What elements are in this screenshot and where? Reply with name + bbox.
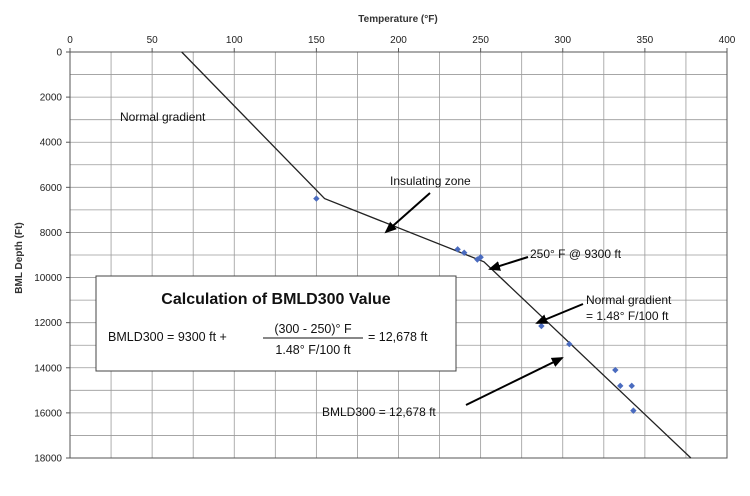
y-tick-label: 18000 (34, 454, 62, 465)
250f-arrow (488, 256, 529, 271)
y-tick-label: 4000 (40, 138, 63, 149)
annotation-normal-gradient-lower: Normal gradient (586, 293, 672, 307)
x-tick-label: 200 (390, 35, 407, 46)
data-point (617, 382, 624, 390)
insulating-zone-arrow (384, 192, 431, 234)
x-axis-title: Temperature (°F) (358, 14, 437, 25)
annotation-bmld300-result: BMLD300 = 12,678 ft (322, 405, 436, 419)
y-tick-label: 6000 (40, 183, 63, 194)
data-point (566, 340, 573, 348)
data-point (454, 246, 461, 253)
annotation-insulating-zone: Insulating zone (390, 174, 471, 188)
normal-gradient-arrow (535, 303, 584, 324)
x-tick-label: 100 (226, 35, 243, 46)
y-tick-label: 14000 (34, 363, 62, 374)
gradient-line (181, 51, 692, 459)
x-tick-label: 350 (637, 35, 654, 46)
gradient-line-path (181, 51, 692, 459)
x-tick-label: 300 (554, 35, 571, 46)
data-point (628, 382, 635, 390)
data-point (538, 322, 545, 330)
calculation-lhs: BMLD300 = 9300 ft + (108, 330, 227, 344)
data-point (477, 254, 484, 261)
annotation-normal-gradient-upper: Normal gradient (120, 110, 206, 124)
annotation-250f-at-9300ft: 250° F @ 9300 ft (530, 247, 622, 261)
calculation-box-title: Calculation of BMLD300 Value (161, 291, 390, 308)
y-axis-title: BML Depth (Ft) (14, 222, 25, 293)
y-tick-label: 8000 (40, 228, 63, 239)
y-tick-labels: 0 2000 4000 6000 8000 10000 12000 14000 16000 180… (34, 48, 62, 465)
calculation-box-frame (95, 275, 457, 372)
bmld300-arrow (465, 357, 564, 406)
calculation-box: Calculation of BMLD300 Value BMLD300 = 9… (95, 275, 457, 372)
calculation-denominator: 1.48° F/100 ft (275, 343, 351, 357)
x-tick-label: 150 (308, 35, 325, 46)
x-tick-labels: 0 50 100 150 200 250 300 350 400 (67, 35, 736, 46)
calculation-numerator: (300 - 250)° F (274, 322, 352, 336)
x-tick-label: 50 (147, 35, 159, 46)
data-point (630, 407, 637, 414)
x-tick-label: 0 (67, 35, 73, 46)
y-tick-label: 2000 (40, 93, 63, 104)
x-tick-label: 250 (472, 35, 489, 46)
calculation-result: = 12,678 ft (368, 330, 428, 344)
data-points (313, 195, 637, 414)
data-point (313, 195, 320, 202)
annotation-gradient-value: = 1.48° F/100 ft (586, 309, 669, 323)
y-tick-label: 10000 (34, 273, 62, 284)
data-point (461, 249, 468, 256)
data-point (612, 366, 619, 374)
y-tick-label: 0 (56, 48, 62, 59)
y-tick-label: 12000 (34, 318, 62, 329)
x-tick-label: 400 (719, 35, 736, 46)
y-tick-label: 16000 (34, 408, 62, 419)
plot-frame (66, 48, 728, 459)
